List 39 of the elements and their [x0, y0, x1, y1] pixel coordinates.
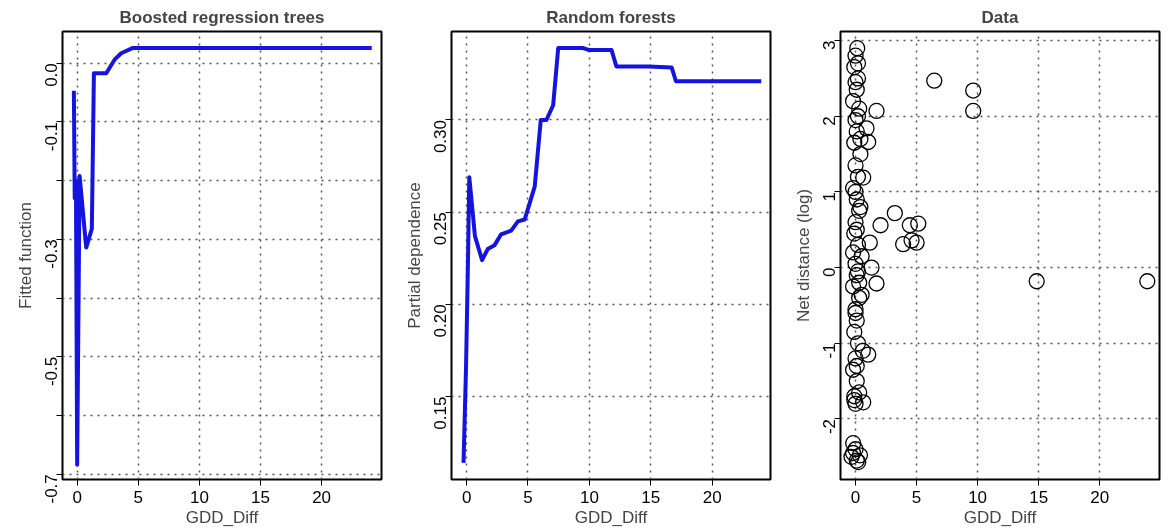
x-tick-label: 10 — [579, 487, 599, 507]
y-tick-label: -0.5 — [42, 356, 62, 387]
y-tick-label: 2 — [820, 116, 840, 126]
y-axis-title: Fitted function — [15, 202, 35, 309]
y-tick-label: -0.3 — [42, 239, 62, 269]
x-tick-label: 5 — [911, 487, 922, 507]
y-tick-label: 0.25 — [431, 212, 451, 246]
x-tick-label: 20 — [1090, 487, 1110, 507]
x-tick-label: 15 — [251, 487, 270, 507]
x-tick-label: 10 — [189, 487, 209, 507]
x-axis-title: GDD_Diff — [963, 507, 1037, 527]
x-axis-title: GDD_Diff — [185, 507, 259, 527]
y-tick-label: 0.20 — [431, 304, 451, 338]
y-tick-label: -2 — [820, 418, 840, 435]
chart-title: Data — [981, 7, 1019, 27]
y-tick-label: -0.7 — [42, 474, 62, 504]
x-tick-label: 15 — [641, 487, 661, 507]
x-tick-label: 5 — [133, 487, 144, 507]
x-tick-label: 20 — [702, 487, 722, 507]
x-tick-label: 20 — [312, 487, 332, 507]
x-tick-label: 10 — [968, 487, 988, 507]
y-tick-label: -0.1 — [42, 121, 62, 152]
x-tick-label: 5 — [523, 487, 533, 507]
chart-title: Random forests — [546, 7, 676, 27]
y-tick-label: 0.30 — [431, 119, 451, 154]
y-tick-label: 1 — [820, 191, 840, 202]
x-tick-label: 0 — [461, 487, 472, 507]
y-tick-label: -1 — [820, 343, 840, 359]
y-tick-label: 3 — [820, 40, 840, 51]
y-tick-label: 0.0 — [42, 63, 62, 87]
x-tick-label: 0 — [850, 487, 861, 507]
y-axis-title: Partial dependence — [404, 182, 424, 329]
chart-title: Boosted regression trees — [119, 7, 325, 27]
y-tick-label: 0 — [820, 267, 840, 278]
y-tick-label: 0.15 — [431, 396, 451, 430]
x-axis-title: GDD_Diff — [574, 507, 648, 527]
x-tick-label: 15 — [1029, 487, 1049, 507]
x-tick-label: 0 — [72, 487, 82, 507]
y-axis-title: Net distance (log) — [793, 188, 813, 323]
